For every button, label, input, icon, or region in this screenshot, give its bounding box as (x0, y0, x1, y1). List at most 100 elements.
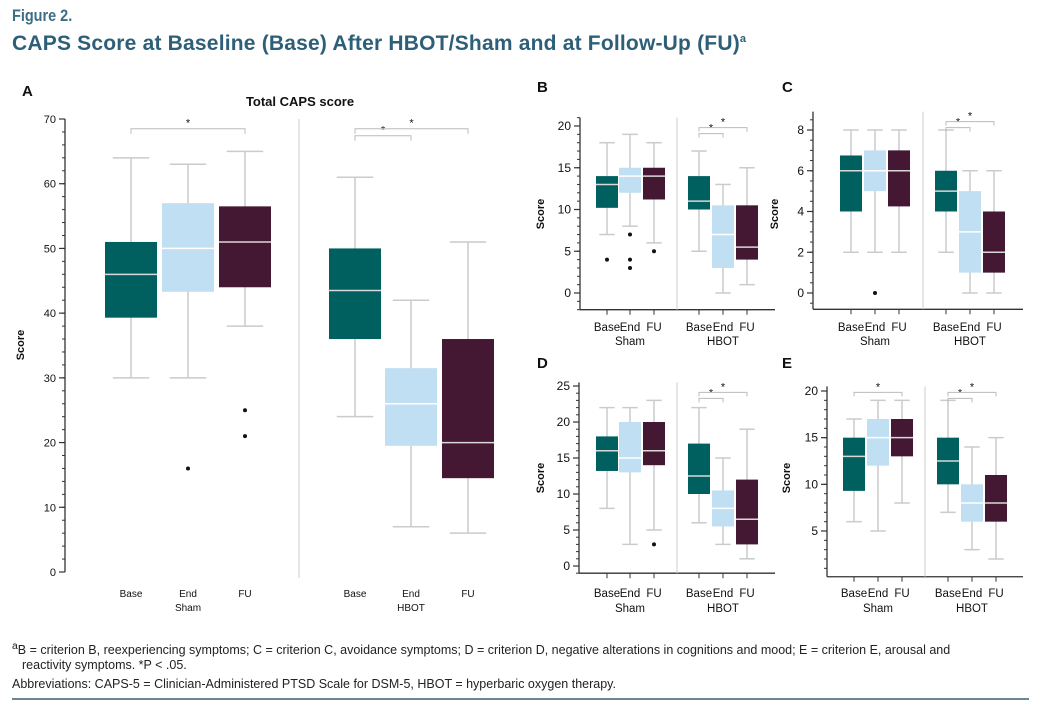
x-tick-label: Base (935, 588, 961, 600)
box-sham-base (596, 406, 618, 510)
box-hbot-base (937, 399, 959, 514)
box-hbot-end (385, 299, 437, 528)
box-hbot-base (688, 150, 710, 252)
y-axis-label: Score (535, 199, 547, 230)
y-axis-label: Score (15, 330, 27, 361)
significance-bracket (354, 135, 412, 141)
x-tick-label: Base (933, 322, 959, 334)
box-iqr (643, 167, 665, 200)
y-tick-label: 5 (563, 523, 570, 537)
group-label: Sham (615, 336, 645, 348)
group-label: HBOT (954, 336, 986, 348)
box-sham-end (864, 129, 886, 295)
y-tick-label: 10 (805, 477, 819, 491)
x-tick-label: FU (461, 589, 474, 600)
figure-title-text: CAPS Score at Baseline (Base) After HBOT… (12, 32, 740, 55)
panel-letter: A (22, 83, 33, 100)
x-tick-label: End (179, 589, 197, 600)
box-hbot-fu (736, 428, 758, 560)
significance-star: * (409, 118, 414, 130)
y-tick-label: 10 (44, 502, 56, 514)
panel-letter: D (537, 355, 548, 372)
x-tick-label: FU (646, 322, 661, 334)
x-tick-label: FU (986, 322, 1001, 334)
y-tick-label: 6 (797, 164, 804, 178)
x-tick-label: FU (988, 588, 1003, 600)
figure-label: Figure 2. (12, 6, 73, 25)
y-tick-label: 2 (797, 245, 804, 259)
figure-title: CAPS Score at Baseline (Base) After HBOT… (12, 32, 746, 56)
x-tick-label: FU (894, 588, 909, 600)
box-iqr (643, 422, 665, 466)
significance-star: * (958, 387, 963, 399)
x-tick-label: Base (594, 588, 620, 600)
x-tick-label: Base (838, 322, 864, 334)
y-tick-label: 0 (563, 559, 570, 573)
footnote-line-2: reactivity symptoms. *P < .05. (22, 658, 187, 672)
box-sham-fu (891, 399, 913, 504)
outlier-point (652, 542, 656, 547)
significance-bracket (698, 391, 748, 397)
outlier-point (605, 257, 609, 262)
significance-star: * (876, 381, 881, 393)
outlier-point (628, 257, 632, 262)
y-tick-label: 15 (558, 161, 572, 175)
box-hbot-base (329, 176, 381, 418)
significance-bracket (853, 391, 903, 397)
group-label: HBOT (956, 603, 988, 615)
y-tick-label: 20 (805, 384, 819, 398)
y-tick-label: 10 (557, 487, 571, 501)
group-label: Sham (615, 603, 645, 615)
x-tick-label: Base (686, 322, 712, 334)
box-hbot-end (959, 170, 981, 294)
y-tick-label: 10 (558, 203, 572, 217)
group-label: HBOT (397, 603, 425, 614)
panel-a: A Total CAPS score Score 0 10 20 30 40 50 60 70 Bas… (15, 83, 494, 614)
outlier-point (873, 291, 877, 295)
x-tick-label: End (620, 322, 640, 334)
x-tick-label: Base (344, 589, 367, 600)
y-tick-label: 0 (564, 286, 571, 300)
y-tick-label: 60 (44, 179, 56, 191)
x-tick-label: FU (739, 322, 754, 334)
panel-letter: E (782, 355, 792, 372)
y-axis-label: Score (769, 199, 781, 230)
y-tick-label: 20 (558, 119, 572, 133)
box-sham-end (619, 406, 641, 546)
significance-star: * (709, 387, 714, 399)
significance-bracket (945, 121, 995, 126)
y-tick-label: 5 (564, 244, 571, 258)
group-label: Sham (175, 603, 201, 614)
box-iqr (385, 368, 437, 446)
box-sham-fu (888, 129, 910, 253)
group-label: Sham (860, 336, 890, 348)
y-tick-label: 4 (797, 205, 804, 219)
box-sham-end (619, 133, 641, 270)
y-tick-label: 15 (805, 431, 819, 445)
significance-bracket (354, 128, 469, 134)
x-tick-label: End (713, 322, 733, 334)
x-tick-label: Base (841, 588, 867, 600)
panel-letter: B (537, 79, 548, 96)
box-iqr (596, 176, 618, 208)
footnote-text-1: B = criterion B, reexperiencing symptoms… (17, 643, 951, 658)
y-tick-label: 25 (557, 379, 571, 393)
box-sham-base (840, 129, 862, 253)
x-tick-label: FU (646, 588, 661, 600)
y-tick-label: 70 (44, 114, 56, 126)
figure-title-sup: a (739, 33, 747, 45)
significance-star: * (968, 111, 973, 123)
footnote-line-3: Abbreviations: CAPS-5 = Clinician-Admini… (12, 677, 616, 691)
bottom-rule (12, 698, 1029, 700)
box-hbot-base (688, 406, 710, 524)
y-axis-label: Score (535, 463, 547, 494)
x-tick-label: Base (594, 322, 620, 334)
y-tick-label: 0 (797, 286, 804, 300)
y-tick-label: 8 (797, 123, 804, 137)
box-sham-base (843, 418, 865, 523)
box-iqr (105, 241, 157, 318)
box-hbot-fu (985, 436, 1007, 560)
